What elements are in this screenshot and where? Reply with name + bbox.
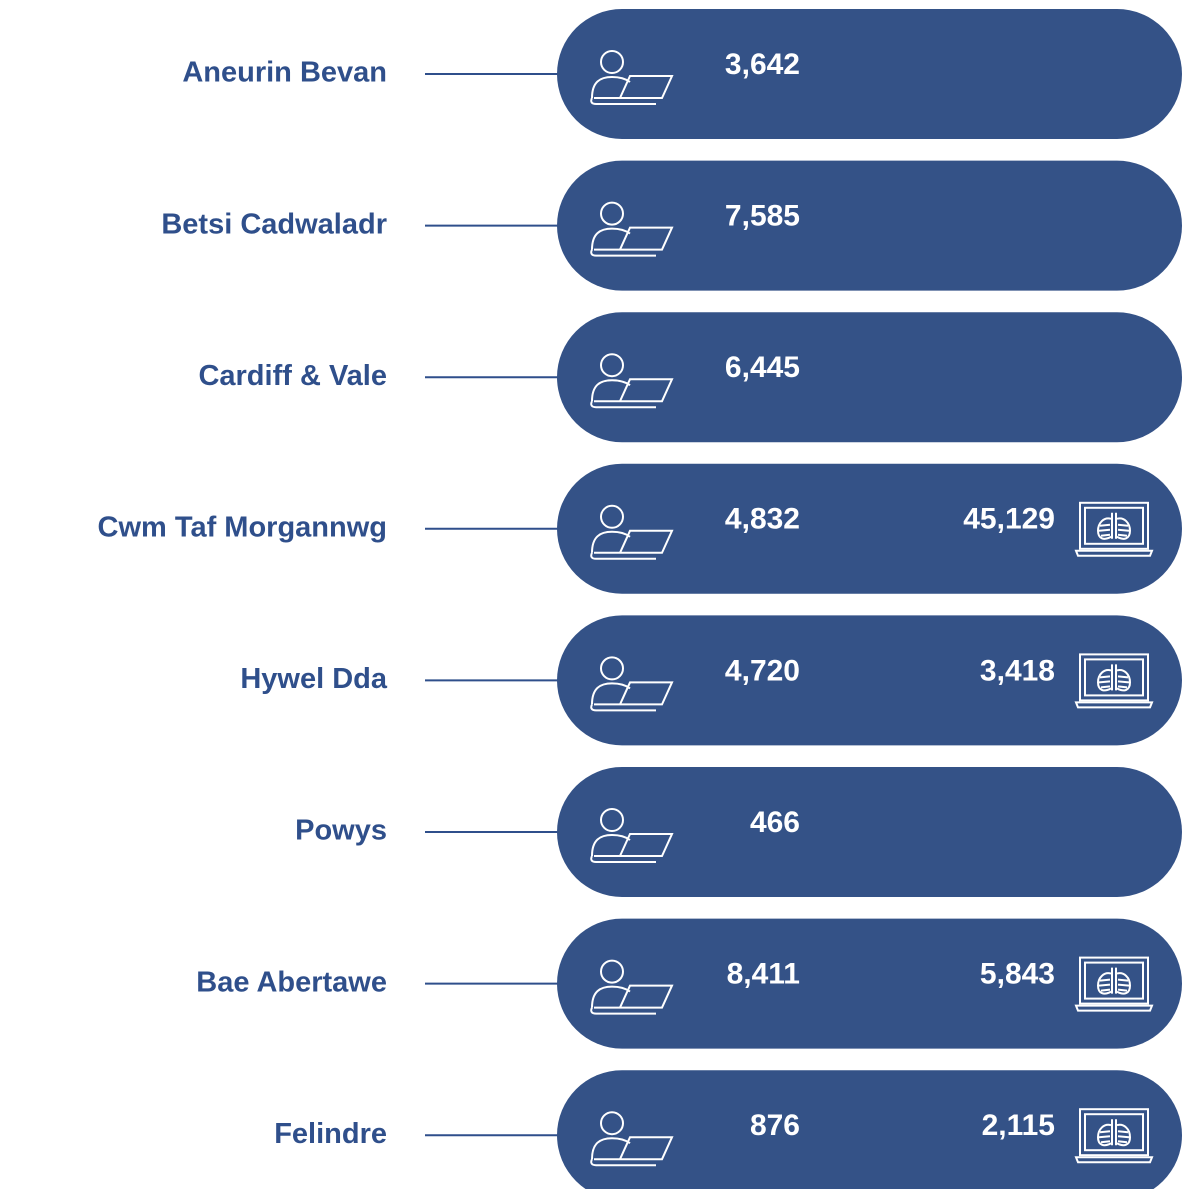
patient-value: 3,642 — [725, 48, 800, 81]
pill — [557, 463, 1182, 594]
xray-value: 45,129 — [963, 503, 1055, 536]
xray-value: 3,418 — [980, 654, 1055, 687]
pill — [557, 918, 1182, 1049]
xray-value: 2,115 — [982, 1109, 1055, 1142]
patient-value: 7,585 — [725, 200, 800, 233]
hospital-name: Bae Abertawe — [196, 966, 387, 998]
pill — [557, 615, 1182, 746]
patient-value: 4,832 — [725, 503, 800, 536]
pill — [557, 1070, 1182, 1189]
patient-value: 8,411 — [727, 958, 800, 991]
hospital-name: Felindre — [274, 1118, 387, 1150]
patient-value: 466 — [750, 806, 800, 839]
hospital-name: Hywel Dda — [240, 663, 388, 695]
pill — [557, 312, 1182, 443]
hospital-name: Cwm Taf Morgannwg — [98, 511, 387, 543]
xray-value: 5,843 — [980, 958, 1055, 991]
hospital-name: Aneurin Bevan — [182, 57, 387, 89]
patient-value: 6,445 — [725, 351, 800, 384]
pill — [557, 767, 1182, 897]
patient-value: 4,720 — [725, 654, 800, 687]
hospital-name: Cardiff & Vale — [198, 360, 387, 392]
pill — [557, 160, 1182, 291]
hospital-name: Betsi Cadwaladr — [161, 208, 387, 240]
hospital-name: Powys — [295, 815, 387, 847]
pill — [557, 9, 1182, 139]
patient-value: 876 — [750, 1109, 800, 1142]
